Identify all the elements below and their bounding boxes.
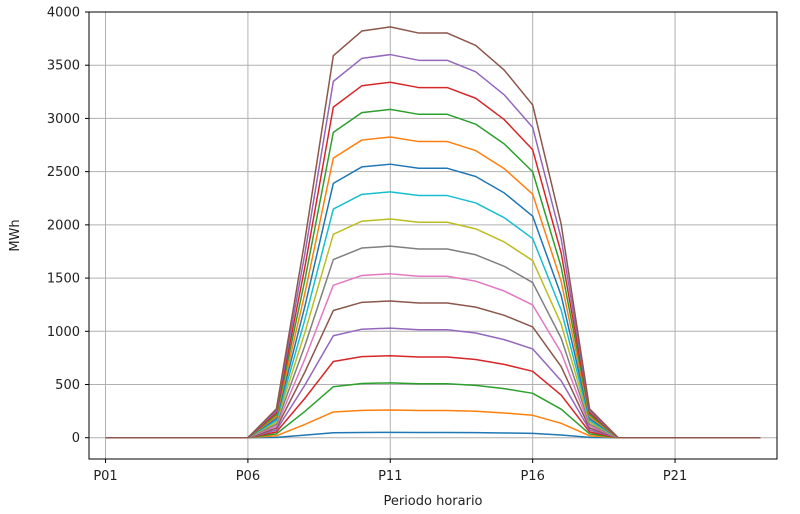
y-tick-label: 1000 [47, 325, 80, 340]
series-line-5 [105, 327, 761, 439]
y-tick-label: 3000 [47, 112, 80, 127]
y-tick-label: 3500 [47, 59, 80, 74]
y-tick-label: 0 [72, 431, 80, 446]
series-line-15 [105, 53, 761, 439]
x-axis-label: Periodo horario [383, 494, 482, 509]
series-group [105, 26, 761, 439]
grid [89, 11, 777, 459]
y-tick-label: 2500 [47, 165, 80, 180]
series-line-9 [105, 218, 761, 439]
y-tick-label: 1500 [47, 272, 80, 287]
series-line-13 [105, 108, 761, 439]
series-line-8 [105, 245, 761, 439]
plot-frame [88, 11, 778, 460]
x-tick-label: P01 [93, 469, 117, 484]
y-axis-label: MWh [8, 219, 23, 251]
series-line-1 [105, 431, 761, 439]
series-line-11 [105, 163, 761, 439]
x-tick-label: P06 [236, 469, 260, 484]
y-tick-label: 500 [55, 378, 80, 393]
y-ticks: 0 500 1000 1500 2000 2500 3000 3500 4000 [47, 6, 89, 446]
x-tick-label: P16 [520, 469, 544, 484]
series-line-10 [105, 191, 761, 439]
series-line-16 [105, 26, 761, 439]
x-ticks: P01 P06 P11 P16 P21 [93, 459, 687, 484]
y-tick-label: 4000 [47, 6, 80, 21]
series-line-6 [105, 300, 761, 439]
x-tick-label: P11 [378, 469, 402, 484]
series-line-7 [105, 273, 761, 439]
y-tick-label: 2000 [47, 218, 80, 233]
series-line-12 [105, 136, 761, 439]
x-tick-label: P21 [663, 469, 687, 484]
series-line-2 [105, 409, 761, 439]
series-line-4 [105, 355, 761, 439]
